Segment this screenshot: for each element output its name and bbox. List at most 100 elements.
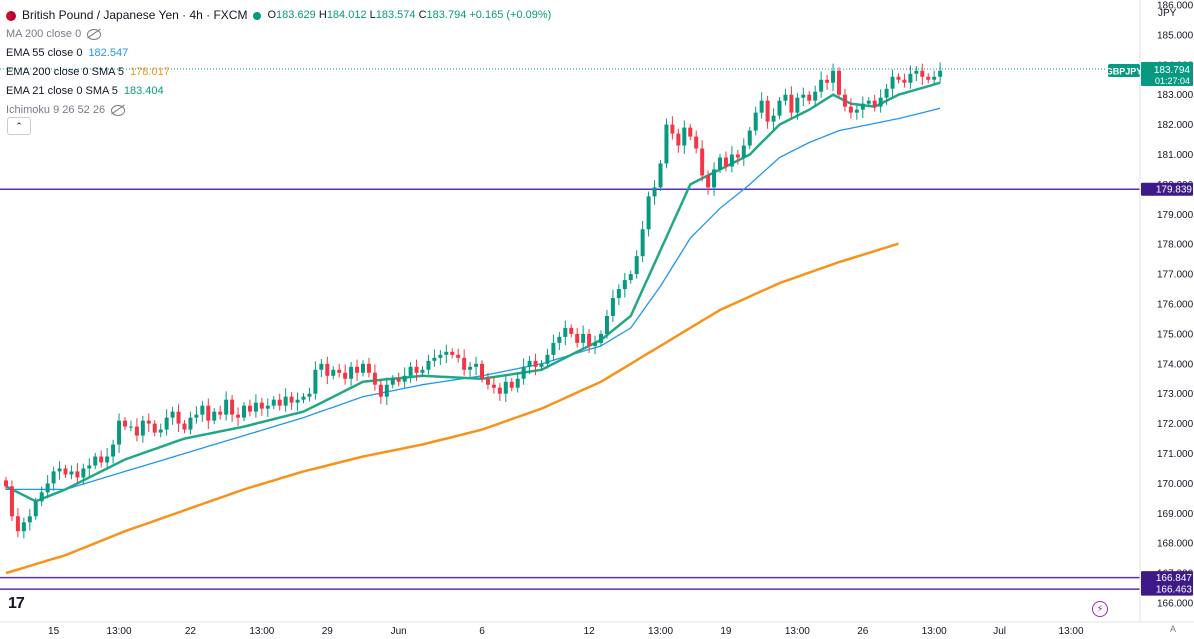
candle-body xyxy=(408,366,413,376)
candle-body xyxy=(111,444,116,457)
candle-body xyxy=(200,405,205,415)
candle-body xyxy=(718,157,722,170)
price-axis[interactable] xyxy=(1140,0,1194,639)
candle-body xyxy=(414,366,419,373)
time-tick-label: Jun xyxy=(391,626,407,637)
candle-body xyxy=(420,369,425,373)
moving-averages xyxy=(5,81,941,575)
candle-body xyxy=(301,396,306,400)
level-label-bg xyxy=(1141,182,1193,196)
candle-body xyxy=(337,369,342,373)
time-tick-label: 19 xyxy=(720,626,732,637)
candle-body xyxy=(759,100,764,113)
candle-body xyxy=(307,393,312,397)
collapse-legend-button[interactable]: ⌃ xyxy=(7,117,31,135)
indicator-ema200[interactable]: EMA 200 close 0 SMA 5 178.017 xyxy=(6,63,551,82)
candle-body xyxy=(39,492,44,502)
candle-body xyxy=(396,378,401,382)
price-tick-label: 172.000 xyxy=(1157,419,1194,430)
currency-label[interactable]: JPY xyxy=(1158,8,1177,19)
candle-body xyxy=(837,70,841,95)
candle-body xyxy=(557,336,562,343)
candle-body xyxy=(646,196,651,230)
candle-body xyxy=(158,429,163,433)
candle-body xyxy=(664,124,669,164)
candle-body xyxy=(497,387,502,394)
candle-body xyxy=(438,354,443,358)
lightning-icon[interactable]: ⚡ xyxy=(1092,601,1108,617)
price-tick-label: 177.000 xyxy=(1157,270,1194,281)
candle-body xyxy=(152,423,157,433)
candle-body xyxy=(634,256,639,275)
price-axis-ticks: 166.000167.000168.000169.000170.000171.0… xyxy=(1157,1,1194,610)
indicator-ichimoku[interactable]: Ichimoku 9 26 52 26 xyxy=(6,101,551,120)
candle-body xyxy=(670,124,675,134)
level-label: 166.847 xyxy=(1156,573,1193,584)
candle-body xyxy=(15,516,20,532)
level-label: 166.463 xyxy=(1156,585,1193,596)
countdown-label: 01:27:04 xyxy=(1155,76,1190,86)
time-tick-label: 29 xyxy=(322,626,334,637)
candle-body xyxy=(134,426,139,436)
candle-body xyxy=(575,333,580,343)
price-tick-label: 168.000 xyxy=(1157,539,1194,550)
candle-body xyxy=(117,420,122,445)
candle-body xyxy=(384,384,389,397)
candle-body xyxy=(694,136,699,149)
candle-body xyxy=(390,378,395,385)
candle-body xyxy=(51,471,56,484)
candle-body xyxy=(842,94,847,107)
candle-body xyxy=(212,411,217,421)
candle-body xyxy=(539,363,544,367)
indicator-ema55[interactable]: EMA 55 close 0 182.547 xyxy=(6,44,551,63)
price-tick-label: 174.000 xyxy=(1157,359,1194,370)
candle-body xyxy=(658,163,663,188)
candle-body xyxy=(825,79,830,83)
candle-body xyxy=(676,133,681,146)
candle-body xyxy=(230,399,235,415)
time-tick-label: 13:00 xyxy=(922,626,947,637)
candle-body xyxy=(140,420,145,436)
candle-body xyxy=(777,100,782,116)
candle-body xyxy=(735,154,740,158)
candle-body xyxy=(4,480,8,487)
symbol-row[interactable]: British Pound / Japanese Yen · 4h · FXCM… xyxy=(6,6,551,25)
auto-scale-button[interactable]: A xyxy=(1170,624,1177,634)
candle-body xyxy=(75,471,80,478)
candle-body xyxy=(491,384,496,388)
time-tick-label: Jul xyxy=(993,626,1006,637)
candle-body xyxy=(604,315,609,334)
candle-body xyxy=(581,333,586,343)
symbol-title[interactable]: British Pound / Japanese Yen · 4h · FXCM xyxy=(22,8,248,22)
price-tick-label: 173.000 xyxy=(1157,389,1194,400)
candle-body xyxy=(63,468,68,475)
ema55-value: 182.547 xyxy=(88,47,129,59)
price-tick-label: 181.000 xyxy=(1157,150,1194,161)
hidden-eye-icon[interactable] xyxy=(87,29,102,40)
candle-body xyxy=(480,363,484,379)
candle-body xyxy=(194,414,199,418)
time-tick-label: 13:00 xyxy=(249,626,274,637)
level-label: 179.839 xyxy=(1156,185,1193,196)
candle-body xyxy=(920,70,925,77)
candle-body xyxy=(372,372,377,385)
price-tick-label: 178.000 xyxy=(1157,240,1194,251)
candle-body xyxy=(741,145,746,158)
indicator-ma200[interactable]: MA 200 close 0 xyxy=(6,25,551,44)
candle-body xyxy=(652,187,657,197)
candle-body xyxy=(688,127,693,137)
candle-body xyxy=(599,333,603,343)
candle-body xyxy=(807,94,812,101)
candle-body xyxy=(854,109,859,113)
ema21-line xyxy=(5,81,941,503)
time-tick-label: 15 xyxy=(48,626,60,637)
tradingview-logo-icon[interactable]: 17 xyxy=(8,595,25,612)
time-axis-ticks: 15 13:00 22 13:00 29 Jun 6 12 13:00 19 13:00 26 13:0… xyxy=(48,626,1084,637)
candle-body xyxy=(468,366,473,370)
indicator-ema21[interactable]: EMA 21 close 0 SMA 5 183.404 xyxy=(6,82,551,101)
hidden-eye-icon[interactable] xyxy=(111,105,126,116)
horizontal-levels[interactable] xyxy=(0,188,1140,590)
price-tick-label: 185.000 xyxy=(1157,30,1194,41)
candle-body xyxy=(128,426,133,428)
